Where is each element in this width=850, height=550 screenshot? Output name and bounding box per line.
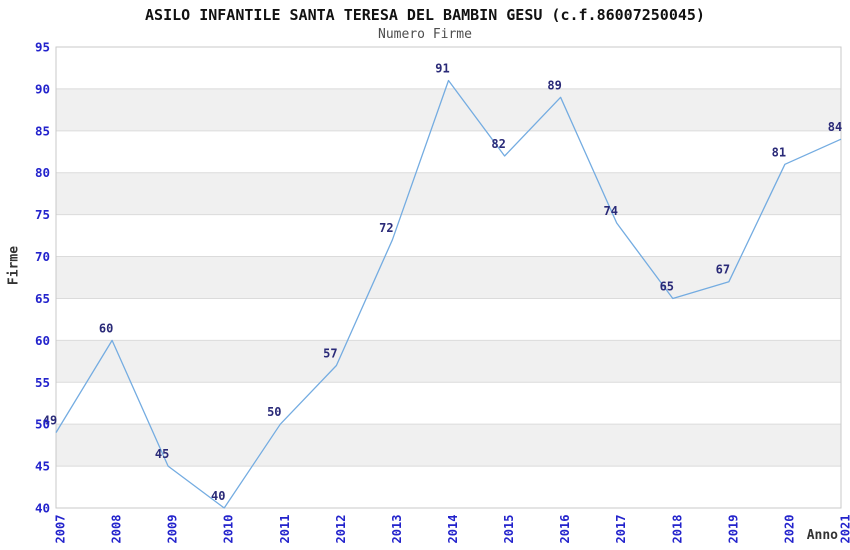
y-tick-label: 95 [35, 40, 50, 55]
y-tick-label: 60 [35, 333, 50, 348]
y-tick-label: 65 [35, 291, 50, 306]
chart-subtitle: Numero Firme [378, 27, 472, 42]
x-tick-label: 2010 [222, 515, 236, 544]
x-tick-label: 2007 [54, 515, 68, 544]
data-label: 91 [435, 62, 449, 76]
x-tick-label: 2012 [334, 515, 348, 544]
data-label: 57 [323, 347, 337, 361]
data-label: 65 [660, 280, 674, 294]
plot-band [56, 424, 841, 467]
y-tick-label: 90 [35, 81, 50, 96]
x-tick-label: 2008 [110, 515, 124, 544]
data-label: 74 [603, 204, 617, 218]
data-label: 67 [716, 263, 730, 277]
x-tick-label: 2021 [839, 515, 850, 544]
data-label: 82 [491, 137, 505, 151]
y-tick-label: 45 [35, 459, 50, 474]
y-tick-label: 55 [35, 375, 50, 390]
data-label: 60 [99, 321, 113, 335]
y-tick-label: 50 [35, 417, 50, 432]
data-label: 49 [43, 414, 57, 428]
x-tick-label: 2011 [278, 515, 292, 544]
series-line [55, 79, 842, 509]
plot-band [56, 172, 841, 215]
y-tick-label: 80 [35, 165, 50, 180]
data-label: 40 [211, 489, 225, 503]
x-tick-label: 2009 [166, 515, 180, 544]
plot-band [56, 88, 841, 131]
x-tick-label: 2020 [782, 515, 796, 544]
plot-band [56, 256, 841, 299]
y-tick-label: 75 [35, 207, 50, 222]
data-label: 89 [547, 78, 561, 92]
data-label: 72 [379, 221, 393, 235]
plot-band [56, 340, 841, 383]
data-label: 81 [772, 145, 786, 159]
x-tick-label: 2018 [670, 515, 684, 544]
x-tick-label: 2014 [446, 515, 460, 544]
chart-title: ASILO INFANTILE SANTA TERESA DEL BAMBIN … [145, 6, 705, 24]
data-label: 84 [828, 120, 842, 134]
y-tick-label: 40 [35, 501, 50, 516]
x-tick-label: 2017 [614, 515, 628, 544]
data-label: 50 [267, 405, 281, 419]
y-tick-label: 85 [35, 123, 50, 138]
x-tick-label: 2019 [726, 515, 740, 544]
x-tick-label: 2015 [502, 515, 516, 544]
data-label: 45 [155, 447, 169, 461]
x-axis-title: Anno [806, 528, 838, 543]
y-tick-label: 70 [35, 249, 50, 264]
x-tick-label: 2013 [390, 515, 404, 544]
plot-border [55, 46, 842, 509]
x-tick-label: 2016 [558, 515, 572, 544]
